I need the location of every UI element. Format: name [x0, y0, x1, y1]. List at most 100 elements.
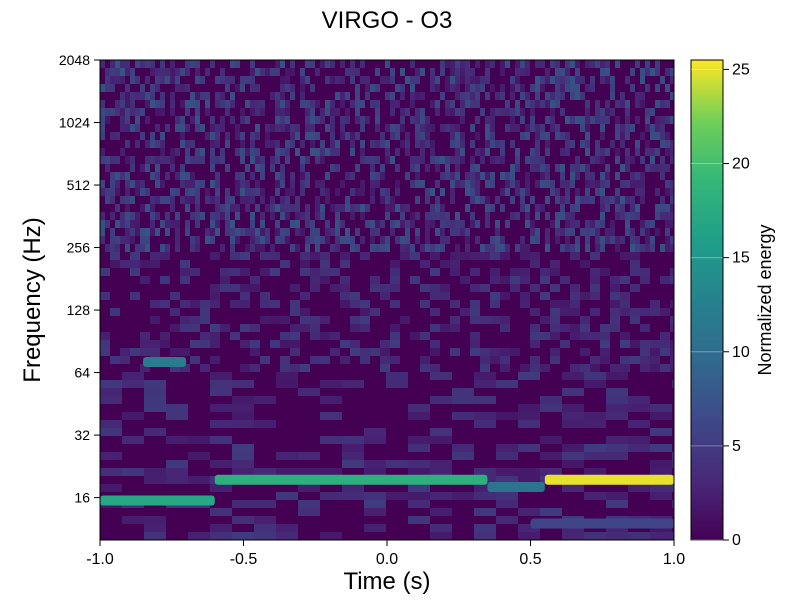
noise-cell	[180, 276, 190, 284]
noise-cell	[310, 60, 315, 68]
noise-cell	[275, 124, 280, 132]
noise-cell	[490, 300, 500, 308]
noise-cell	[565, 244, 570, 252]
noise-cell	[560, 244, 565, 252]
noise-cell	[275, 156, 280, 164]
noise-cell	[555, 188, 560, 196]
noise-cell	[620, 276, 630, 284]
noise-cell	[155, 140, 160, 148]
noise-cell	[365, 156, 370, 164]
noise-cell	[105, 76, 110, 84]
noise-cell	[340, 116, 345, 124]
noise-cell	[575, 236, 580, 244]
noise-cell	[460, 108, 465, 116]
noise-cell	[120, 172, 125, 180]
noise-cell	[210, 180, 215, 188]
noise-cell	[350, 100, 355, 108]
noise-cell	[160, 92, 165, 100]
noise-cell	[130, 348, 140, 356]
noise-cell	[530, 164, 535, 172]
noise-cell	[570, 204, 575, 212]
noise-cell	[630, 124, 635, 132]
noise-cell	[530, 156, 535, 164]
noise-cell	[390, 300, 400, 308]
noise-cell	[630, 84, 635, 92]
noise-cell	[220, 324, 230, 332]
noise-cell	[600, 68, 605, 76]
noise-cell	[390, 156, 395, 164]
noise-cell	[630, 172, 635, 180]
noise-cell	[525, 188, 530, 196]
noise-cell	[430, 188, 435, 196]
noise-cell	[460, 228, 465, 236]
noise-cell	[620, 132, 625, 140]
noise-cell	[300, 180, 305, 188]
noise-cell	[435, 196, 440, 204]
noise-cell	[360, 76, 365, 84]
noise-cell	[285, 156, 290, 164]
noise-cell	[240, 292, 250, 300]
noise-cell	[485, 244, 490, 252]
noise-cell	[305, 132, 310, 140]
noise-cell	[590, 276, 600, 284]
noise-cell	[430, 340, 440, 348]
noise-cell	[390, 92, 395, 100]
noise-cell	[100, 452, 122, 460]
noise-cell	[655, 188, 660, 196]
noise-cell	[455, 84, 460, 92]
noise-cell	[220, 284, 230, 292]
noise-cell	[440, 92, 445, 100]
noise-cell	[175, 244, 180, 252]
noise-cell	[240, 188, 245, 196]
noise-cell	[135, 188, 140, 196]
noise-cell	[430, 204, 435, 212]
noise-cell	[500, 108, 505, 116]
noise-cell	[166, 476, 188, 484]
noise-cell	[570, 252, 580, 260]
noise-cell	[525, 156, 530, 164]
noise-cell	[415, 108, 420, 116]
noise-cell	[370, 284, 380, 292]
noise-cell	[345, 68, 350, 76]
noise-cell	[560, 204, 565, 212]
noise-cell	[560, 84, 565, 92]
noise-cell	[364, 428, 386, 436]
energy-feature	[100, 495, 215, 506]
noise-cell	[590, 76, 595, 84]
noise-cell	[485, 204, 490, 212]
noise-cell	[430, 396, 452, 404]
noise-cell	[170, 108, 175, 116]
noise-cell	[310, 116, 315, 124]
noise-cell	[430, 140, 435, 148]
noise-cell	[470, 180, 475, 188]
noise-cell	[410, 156, 415, 164]
noise-cell	[440, 124, 445, 132]
noise-cell	[390, 332, 400, 340]
noise-cell	[130, 268, 140, 276]
noise-cell	[155, 68, 160, 76]
noise-cell	[315, 156, 320, 164]
noise-cell	[140, 164, 145, 172]
noise-cell	[628, 484, 650, 492]
noise-cell	[585, 188, 590, 196]
noise-cell	[220, 276, 230, 284]
noise-cell	[606, 396, 628, 404]
noise-cell	[254, 420, 276, 428]
noise-cell	[195, 156, 200, 164]
noise-cell	[660, 332, 670, 340]
noise-cell	[135, 244, 140, 252]
noise-cell	[580, 292, 590, 300]
noise-cell	[500, 276, 510, 284]
noise-cell	[280, 172, 285, 180]
noise-cell	[315, 236, 320, 244]
noise-cell	[455, 180, 460, 188]
noise-cell	[395, 164, 400, 172]
noise-cell	[625, 228, 630, 236]
noise-cell	[310, 228, 315, 236]
noise-cell	[474, 524, 496, 532]
noise-cell	[100, 228, 105, 236]
noise-cell	[452, 388, 474, 396]
noise-cell	[255, 204, 260, 212]
noise-cell	[275, 108, 280, 116]
